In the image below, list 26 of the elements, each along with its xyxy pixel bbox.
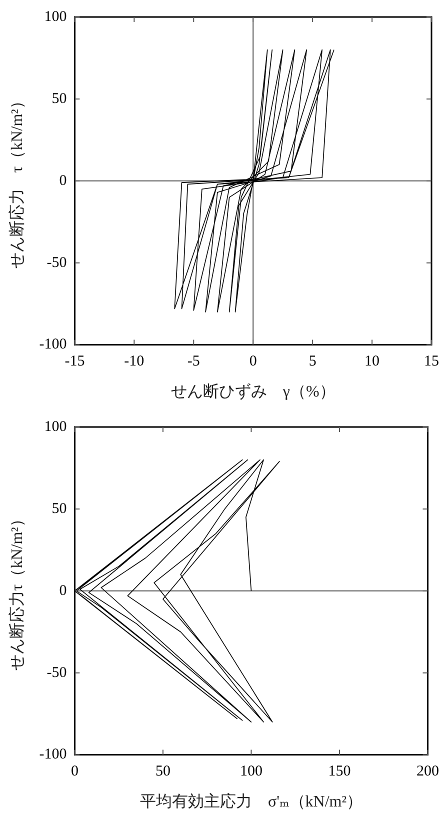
x-tick-label: 10 bbox=[364, 354, 380, 370]
x-tick-label: 0 bbox=[70, 764, 78, 780]
x-tick-label: 5 bbox=[308, 354, 316, 370]
y-tick-label: -100 bbox=[39, 336, 67, 353]
x-tick-label: -10 bbox=[124, 354, 144, 370]
y-axis-title: せん断応力τ（kN/m²） bbox=[8, 511, 26, 671]
x-tick-label: 200 bbox=[416, 764, 439, 780]
y-tick-label: 50 bbox=[52, 500, 67, 517]
y-tick-label: 0 bbox=[59, 172, 67, 189]
y-tick-label: 100 bbox=[44, 418, 67, 435]
x-tick-label: 0 bbox=[249, 354, 257, 370]
y-tick-label: 0 bbox=[59, 582, 67, 599]
x-axis-title: せん断ひずみ γ（%） bbox=[170, 382, 336, 401]
x-tick-label: 15 bbox=[424, 354, 439, 370]
y-tick-label: 50 bbox=[52, 90, 67, 107]
x-tick-label: 50 bbox=[155, 764, 170, 780]
y-tick-label: -50 bbox=[46, 664, 67, 681]
x-axis-title: 平均有効主応力 σ'ₘ（kN/m²） bbox=[140, 792, 363, 811]
x-tick-label: 100 bbox=[240, 764, 262, 780]
y-tick-label: -100 bbox=[39, 746, 67, 763]
x-tick-label: -5 bbox=[187, 354, 200, 370]
y-tick-label: -50 bbox=[46, 254, 67, 271]
y-tick-label: 100 bbox=[44, 8, 67, 25]
x-tick-label: 150 bbox=[328, 764, 351, 780]
y-axis-title: せん断応力 τ（kN/m²） bbox=[8, 93, 26, 269]
x-tick-label: -15 bbox=[64, 354, 85, 370]
